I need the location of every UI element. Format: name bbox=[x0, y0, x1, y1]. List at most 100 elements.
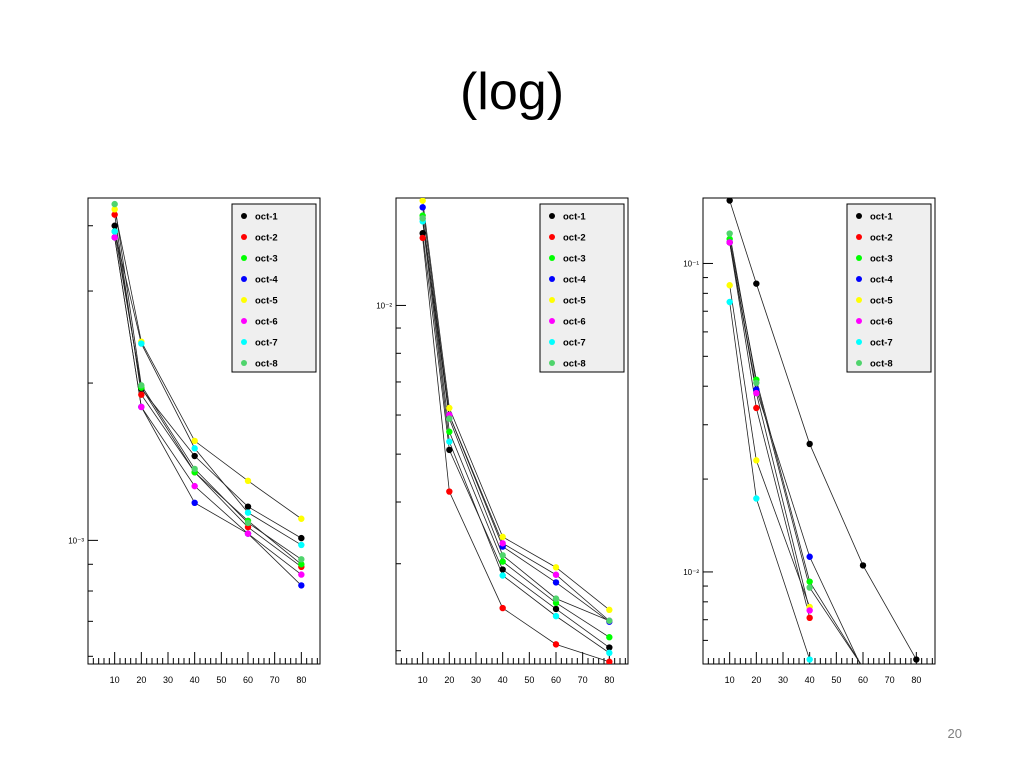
data-point-oct-5 bbox=[552, 564, 560, 571]
legend-box bbox=[846, 203, 932, 373]
legend-marker-oct-6 bbox=[856, 318, 862, 324]
data-point-oct-6 bbox=[806, 607, 813, 614]
data-point-oct-4 bbox=[298, 582, 305, 589]
legend-label-oct-8: oct-8 bbox=[870, 359, 893, 370]
data-point-oct-2 bbox=[552, 641, 560, 648]
data-point-oct-1 bbox=[726, 198, 733, 204]
data-point-oct-1 bbox=[419, 230, 426, 237]
x-tick-label: 70 bbox=[885, 675, 895, 685]
data-point-oct-5 bbox=[111, 206, 118, 213]
x-tick-label: 20 bbox=[136, 675, 146, 685]
chart-2: 10 20 30 40 50 60 70 80 10⁻² oct-1 oct-2 oct-3 oct-4… bbox=[376, 197, 629, 685]
series-line-oct-6 bbox=[729, 242, 811, 611]
legend-marker-oct-5 bbox=[549, 297, 555, 303]
plot-frame bbox=[395, 197, 629, 665]
data-point-oct-2 bbox=[806, 614, 813, 622]
series-line-oct-8 bbox=[729, 233, 862, 664]
data-point-oct-2 bbox=[499, 604, 506, 612]
data-point-oct-8 bbox=[606, 617, 613, 624]
x-tick-label: 50 bbox=[831, 675, 841, 685]
x-tick-label: 10 bbox=[110, 675, 120, 685]
data-point-oct-6 bbox=[552, 571, 560, 578]
legend-marker-oct-7 bbox=[241, 339, 247, 345]
data-point-oct-8 bbox=[552, 595, 560, 602]
legend-marker-oct-3 bbox=[549, 255, 555, 261]
legend-label-oct-4: oct-4 bbox=[255, 275, 278, 286]
data-point-oct-7 bbox=[806, 656, 813, 663]
legend-label-oct-5: oct-5 bbox=[255, 296, 278, 307]
legend-label-oct-5: oct-5 bbox=[563, 296, 586, 307]
x-tick-label: 60 bbox=[243, 675, 253, 685]
data-point-oct-6 bbox=[753, 389, 760, 397]
data-point-oct-1 bbox=[753, 280, 760, 287]
y-tick-label: 10⁻² bbox=[376, 301, 392, 310]
data-point-oct-7 bbox=[753, 495, 760, 502]
legend-label-oct-4: oct-4 bbox=[563, 275, 586, 286]
legend-label-oct-7: oct-7 bbox=[255, 338, 278, 349]
data-point-oct-1 bbox=[446, 446, 453, 454]
data-point-oct-6 bbox=[244, 530, 252, 537]
legend-label-oct-5: oct-5 bbox=[870, 296, 893, 307]
legend-label-oct-8: oct-8 bbox=[255, 359, 278, 370]
data-point-oct-1 bbox=[806, 440, 813, 448]
data-point-oct-1 bbox=[859, 562, 867, 569]
legend-marker-oct-5 bbox=[856, 297, 862, 303]
x-tick-label: 30 bbox=[163, 675, 173, 685]
data-point-oct-6 bbox=[298, 571, 305, 578]
data-point-oct-6 bbox=[191, 482, 198, 490]
data-point-oct-1 bbox=[298, 534, 305, 542]
data-point-oct-4 bbox=[860, 667, 866, 673]
data-point-oct-7 bbox=[446, 438, 453, 445]
legend-marker-oct-4 bbox=[241, 276, 247, 282]
data-point-oct-2 bbox=[138, 391, 145, 398]
x-tick-label: 70 bbox=[578, 675, 588, 685]
data-point-oct-8 bbox=[111, 200, 118, 208]
x-tick-label: 20 bbox=[751, 675, 761, 685]
x-tick-label: 10 bbox=[725, 675, 735, 685]
data-point-oct-5 bbox=[298, 515, 305, 522]
legend-marker-oct-2 bbox=[856, 234, 862, 240]
y-tick-label: 10⁻³ bbox=[68, 536, 84, 545]
data-point-oct-8 bbox=[499, 552, 506, 559]
legend-marker-oct-2 bbox=[549, 234, 555, 240]
data-point-oct-7 bbox=[499, 572, 506, 579]
legend-label-oct-1: oct-1 bbox=[255, 212, 278, 223]
legend-marker-oct-1 bbox=[549, 213, 555, 219]
x-tick-label: 40 bbox=[805, 675, 815, 685]
legend-label-oct-2: oct-2 bbox=[563, 233, 586, 244]
data-point-oct-1 bbox=[552, 605, 560, 613]
data-point-oct-8 bbox=[753, 379, 760, 387]
x-tick-label: 10 bbox=[418, 675, 428, 685]
data-point-oct-6 bbox=[138, 403, 145, 411]
legend-marker-oct-3 bbox=[241, 255, 247, 261]
data-point-oct-3 bbox=[860, 664, 866, 670]
data-point-oct-8 bbox=[806, 584, 813, 591]
series-line-oct-3 bbox=[729, 238, 862, 664]
data-point-oct-2 bbox=[446, 488, 453, 495]
x-tick-label: 60 bbox=[551, 675, 561, 685]
y-tick-label: 10⁻² bbox=[683, 568, 699, 577]
plot-frame bbox=[702, 197, 936, 665]
data-point-oct-8 bbox=[726, 230, 733, 237]
legend-label-oct-6: oct-6 bbox=[563, 317, 586, 328]
data-point-oct-4 bbox=[806, 553, 813, 560]
chart-1: 10 20 30 40 50 60 70 80 10⁻³ oct-1 oct-2 oct-3 oct-4… bbox=[68, 197, 321, 685]
data-point-oct-1 bbox=[606, 644, 613, 651]
x-tick-label: 70 bbox=[270, 675, 280, 685]
data-point-oct-5 bbox=[499, 533, 506, 541]
legend-label-oct-2: oct-2 bbox=[870, 233, 893, 244]
data-point-oct-1 bbox=[499, 566, 506, 573]
data-point-oct-4 bbox=[419, 204, 426, 211]
series-line-oct-4 bbox=[729, 242, 861, 664]
data-point-oct-8 bbox=[446, 415, 453, 422]
data-point-oct-8 bbox=[191, 465, 198, 473]
data-point-oct-7 bbox=[606, 649, 613, 657]
data-point-oct-3 bbox=[446, 428, 453, 435]
legend-label-oct-6: oct-6 bbox=[255, 317, 278, 328]
slide-title: (log) bbox=[459, 63, 565, 121]
data-point-oct-7 bbox=[191, 445, 198, 452]
data-point-oct-6 bbox=[111, 234, 118, 241]
legend-label-oct-8: oct-8 bbox=[563, 359, 586, 370]
legend-marker-oct-4 bbox=[549, 276, 555, 282]
